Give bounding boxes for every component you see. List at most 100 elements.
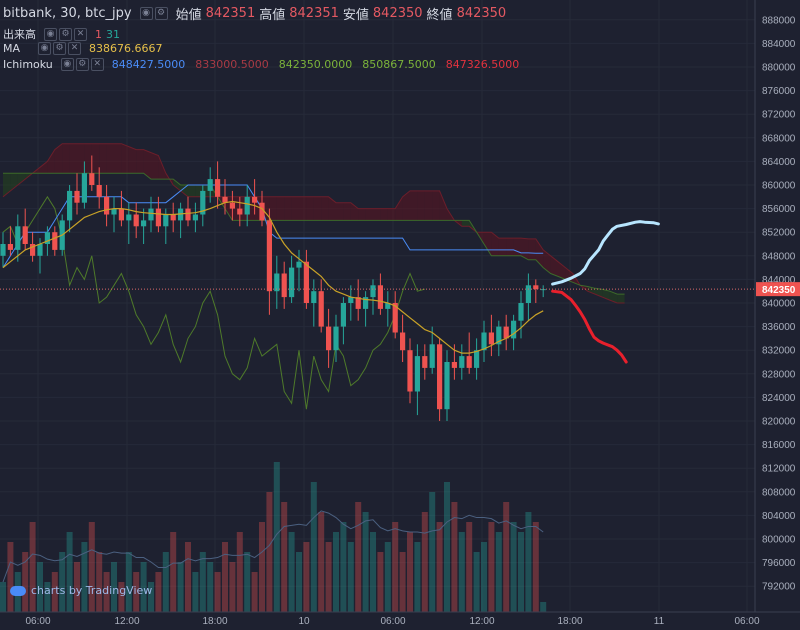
y-tick-label: 796000 — [762, 558, 796, 569]
volume-value-1: 1 — [95, 27, 102, 41]
close-icon[interactable]: ✕ — [90, 58, 104, 71]
candle-body — [459, 356, 465, 368]
ichimoku-cloud — [121, 143, 129, 174]
ichimoku-cloud — [306, 196, 314, 221]
ichimoku-cloud — [3, 173, 11, 197]
eye-icon[interactable]: ◉ — [60, 58, 74, 71]
volume-bar — [362, 512, 369, 612]
volume-bar — [207, 562, 214, 612]
candle-body — [252, 196, 258, 203]
y-tick-label: 812000 — [762, 464, 796, 475]
forecast-up-line — [551, 220, 660, 286]
settings-icon[interactable]: ⚙ — [59, 27, 72, 41]
ichimoku-cloud — [365, 208, 373, 221]
eye-icon[interactable]: ◉ — [38, 42, 52, 55]
x-tick-label: 06:00 — [25, 616, 50, 627]
eye-icon[interactable]: ◉ — [139, 7, 153, 20]
volume-value-2: 31 — [106, 27, 120, 41]
senkou-a-line — [2, 143, 625, 304]
candle-body — [215, 179, 221, 197]
ichimoku-cloud — [395, 196, 403, 221]
ichimoku-cloud — [313, 196, 322, 221]
volume-bar — [488, 522, 495, 612]
ichimoku-cloud — [417, 190, 425, 221]
candle-body — [311, 291, 317, 303]
close-icon[interactable]: ✕ — [68, 42, 82, 55]
volume-bar — [451, 502, 458, 612]
candle-body — [407, 350, 413, 392]
volume-bar — [244, 552, 251, 612]
current-price-label: 842350 — [762, 285, 796, 296]
volume-legend: 出来高 ◉ ⚙ ✕ 1 31 — [3, 26, 120, 42]
volume-bar — [288, 532, 295, 612]
volume-bar — [199, 552, 206, 612]
volume-controls[interactable]: ◉ ⚙ ✕ — [44, 27, 87, 41]
ichimoku-cloud — [387, 208, 396, 221]
settings-icon[interactable]: ⚙ — [53, 42, 67, 55]
volume-bar — [170, 532, 177, 612]
candle-body — [533, 285, 539, 290]
volume-bar — [88, 522, 95, 612]
y-tick-label: 804000 — [762, 511, 796, 522]
ichimoku-cloud — [62, 143, 70, 174]
ichimoku-value-2: 833000.5000 — [195, 58, 269, 71]
y-tick-label: 848000 — [762, 251, 796, 262]
candle-body — [259, 202, 265, 221]
volume-bar — [525, 512, 532, 612]
volume-bar — [421, 512, 428, 612]
volume-bar — [340, 522, 347, 612]
ichimoku-cloud — [128, 146, 137, 174]
ichimoku-cloud — [484, 232, 492, 256]
volume-bar — [273, 462, 280, 612]
volume-bar — [251, 572, 258, 612]
volume-bar — [148, 582, 154, 612]
close-icon[interactable]: ✕ — [74, 27, 87, 41]
header-controls[interactable]: ◉ ⚙ — [139, 7, 168, 20]
ichimoku-cloud — [17, 173, 26, 185]
y-tick-label: 884000 — [762, 39, 796, 50]
y-tick-label: 836000 — [762, 322, 796, 333]
candle-body — [377, 285, 383, 309]
x-tick-label: 11 — [654, 616, 665, 627]
ichimoku-cloud — [550, 255, 558, 277]
ichimoku-cloud — [587, 286, 595, 295]
candle-body — [22, 226, 28, 244]
ichimoku-controls[interactable]: ◉ ⚙ ✕ — [60, 58, 104, 71]
candle-body — [185, 208, 191, 221]
candle-body — [244, 196, 250, 215]
ichimoku-cloud — [513, 238, 521, 256]
candle-body — [81, 173, 87, 203]
ichimoku-cloud — [558, 261, 566, 280]
tradingview-branding[interactable]: charts by TradingView — [10, 584, 152, 597]
candle-body — [518, 303, 524, 321]
ichimoku-cloud — [99, 143, 107, 174]
ma-controls[interactable]: ◉ ⚙ ✕ — [38, 42, 82, 55]
volume-bar — [503, 502, 510, 612]
volume-bar — [347, 542, 354, 612]
high-value: 842351 — [289, 6, 339, 21]
chikou-span-line — [2, 195, 425, 410]
volume-ma-line — [2, 510, 544, 583]
y-tick-label: 840000 — [762, 299, 796, 310]
settings-icon[interactable]: ⚙ — [75, 58, 89, 71]
ichimoku-cloud — [350, 202, 359, 221]
candle-body — [111, 208, 117, 215]
ichimoku-cloud — [299, 196, 307, 221]
volume-bar — [303, 542, 310, 612]
ichimoku-cloud — [158, 155, 166, 180]
candle-body — [207, 179, 213, 191]
eye-icon[interactable]: ◉ — [44, 27, 57, 41]
ichimoku-cloud — [151, 152, 159, 180]
y-tick-label: 832000 — [762, 346, 796, 357]
settings-icon[interactable]: ⚙ — [154, 7, 168, 20]
y-tick-label: 816000 — [762, 440, 796, 451]
candle-body — [363, 297, 369, 309]
ma-line — [2, 200, 544, 354]
candle-body — [466, 356, 472, 368]
ichimoku-cloud — [528, 238, 536, 260]
candle-body — [488, 332, 494, 345]
candle-body — [481, 332, 487, 351]
volume-bar — [399, 552, 406, 612]
volume-bar — [540, 602, 547, 612]
